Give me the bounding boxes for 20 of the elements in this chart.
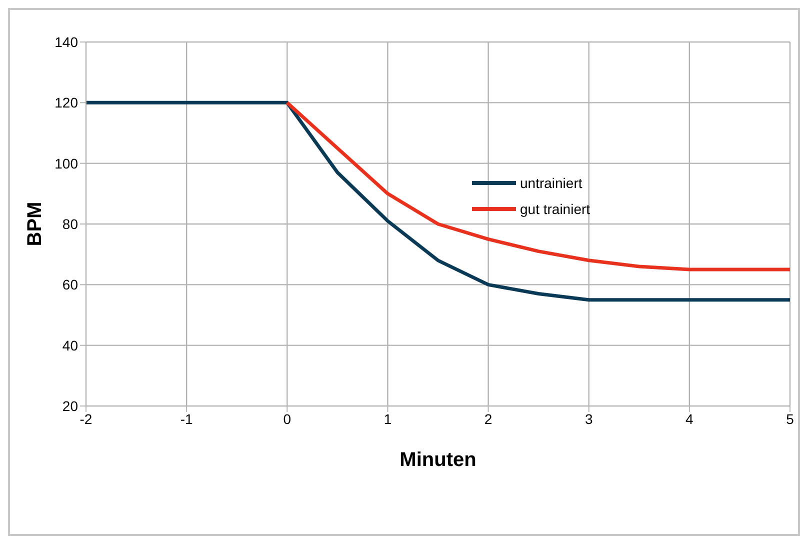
x-tick-label: 5 <box>786 410 794 427</box>
y-tick-label: 80 <box>62 216 78 232</box>
x-axis-title: Minuten <box>400 449 476 471</box>
y-tick-label: 140 <box>54 34 78 50</box>
x-tick-label: -1 <box>180 410 194 427</box>
legend-label: gut trainiert <box>520 200 590 219</box>
x-tick-label: 3 <box>584 410 593 427</box>
x-tick-label: 4 <box>686 410 694 427</box>
x-tick-label: 0 <box>283 410 292 427</box>
line-series <box>285 100 790 272</box>
x-tick-label: 1 <box>384 410 392 427</box>
y-tick-label: 40 <box>62 337 78 354</box>
legend-label: untrainiert <box>520 174 582 193</box>
y-tick-label: 60 <box>62 276 78 293</box>
y-axis-title: BPM <box>24 202 46 246</box>
y-tick-label: 100 <box>54 155 78 172</box>
x-tick-label: 2 <box>484 410 492 427</box>
y-tick-label: 20 <box>62 398 78 414</box>
x-tick-label: -2 <box>80 410 92 427</box>
y-tick-label: 120 <box>54 94 78 111</box>
